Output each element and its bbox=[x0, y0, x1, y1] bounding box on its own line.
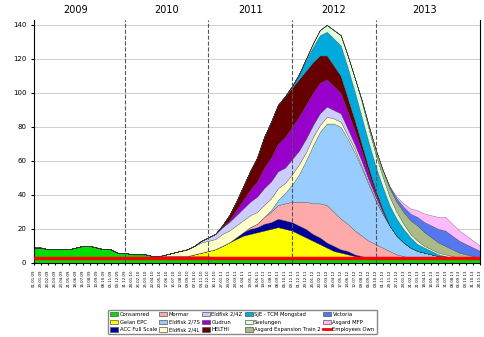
Legend: Consamred, Gelan EPC, ACC Full Scale, Mormar, Eldfisk 2/7S, Eldfisk 2/4L, Eldfis: Consamred, Gelan EPC, ACC Full Scale, Mo… bbox=[108, 310, 376, 334]
